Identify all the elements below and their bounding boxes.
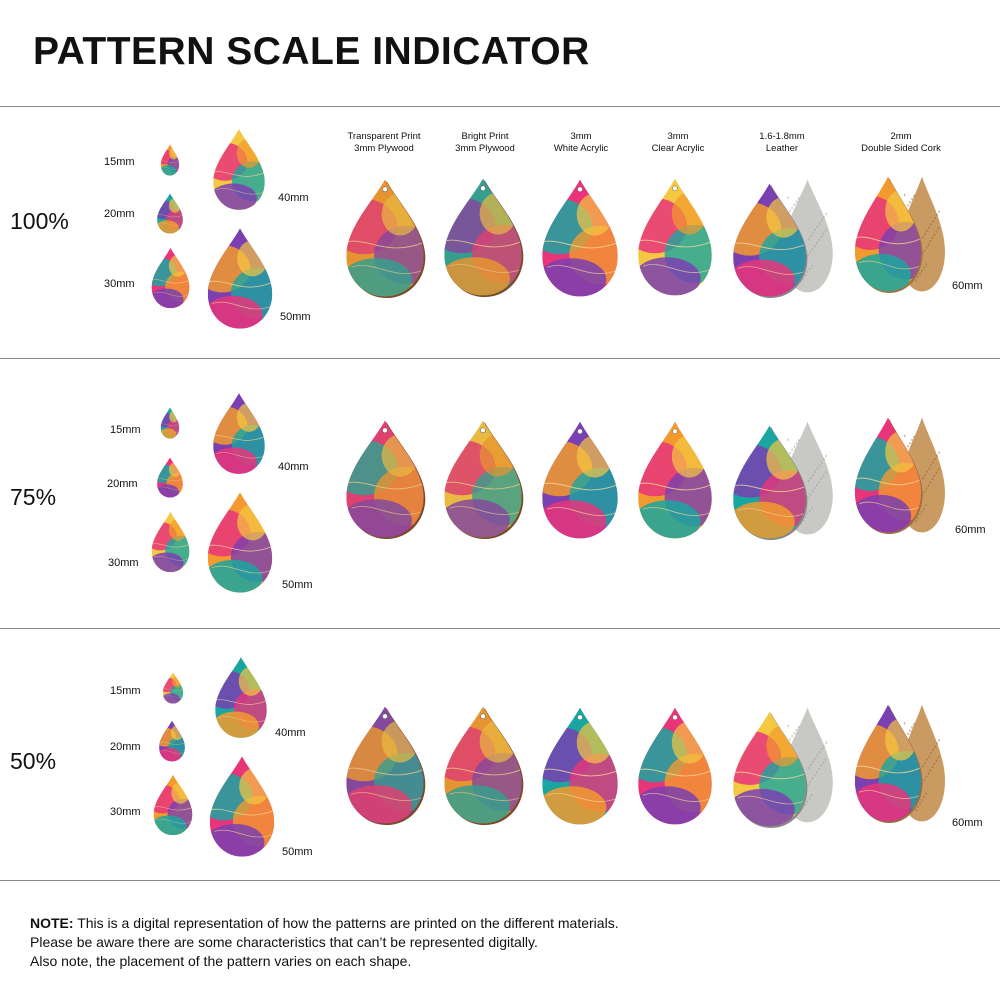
- size-label: 50mm: [282, 579, 313, 591]
- material-sample-plywood-bright: [441, 705, 525, 825]
- material-label: 1.6-1.8mm Leather: [759, 131, 805, 154]
- size-label: 15mm: [110, 685, 141, 697]
- material-sample-cork: [852, 703, 952, 827]
- size-label: 40mm: [278, 192, 309, 204]
- material-sample-cork: [852, 416, 952, 538]
- material-sample-plywood-transparent: [343, 178, 427, 298]
- material-label: Transparent Print 3mm Plywood: [347, 131, 421, 154]
- material-sample-plywood-bright: [441, 177, 525, 297]
- material-label: 3mm Clear Acrylic: [651, 131, 705, 154]
- material-sample-leather: [730, 706, 840, 828]
- material-sample-plywood-transparent: [343, 705, 427, 825]
- teardrop-sample: [207, 755, 277, 858]
- teardrop-sample: [152, 774, 194, 836]
- size-label: 40mm: [278, 461, 309, 473]
- material-sample-clear-acrylic: [635, 706, 715, 826]
- scale-label: 75%: [10, 484, 57, 510]
- teardrop-sample: [156, 193, 184, 234]
- teardrop-sample: [205, 491, 275, 594]
- size-label: 50mm: [282, 846, 313, 858]
- material-sample-white-acrylic: [539, 178, 621, 298]
- size-label: 20mm: [110, 741, 141, 753]
- material-sample-plywood-bright: [441, 419, 525, 539]
- material-sample-leather: [730, 420, 840, 540]
- teardrop-sample: [205, 227, 275, 330]
- size-label: 15mm: [110, 424, 141, 436]
- size-label: 60mm: [952, 280, 983, 292]
- scale-label: 100%: [10, 208, 69, 234]
- size-label: 60mm: [952, 817, 983, 829]
- teardrop-sample: [160, 144, 180, 176]
- teardrop-sample: [213, 656, 269, 739]
- divider: [0, 106, 1000, 107]
- note-text: NOTE: This is a digital representation o…: [30, 915, 619, 969]
- size-label: 30mm: [110, 806, 141, 818]
- teardrop-sample: [150, 511, 191, 573]
- divider: [0, 628, 1000, 629]
- size-label: 20mm: [107, 478, 138, 490]
- note-label: NOTE:: [30, 915, 74, 931]
- divider: [0, 358, 1000, 359]
- teardrop-sample: [211, 128, 267, 211]
- size-label: 30mm: [108, 557, 139, 569]
- page-title: PATTERN SCALE INDICATOR: [33, 30, 590, 73]
- material-sample-clear-acrylic: [635, 420, 715, 540]
- material-sample-white-acrylic: [539, 420, 621, 540]
- teardrop-sample: [158, 720, 186, 762]
- material-label: 3mm White Acrylic: [553, 131, 609, 154]
- teardrop-sample: [156, 457, 184, 498]
- material-sample-cork: [852, 175, 952, 297]
- teardrop-sample: [211, 392, 267, 475]
- material-sample-clear-acrylic: [635, 177, 715, 297]
- material-sample-plywood-transparent: [343, 419, 427, 539]
- material-label: Bright Print 3mm Plywood: [455, 131, 515, 154]
- size-label: 20mm: [104, 208, 135, 220]
- size-label: 40mm: [275, 727, 306, 739]
- size-label: 30mm: [104, 278, 135, 290]
- material-label: 2mm Double Sided Cork: [861, 131, 941, 154]
- teardrop-sample: [162, 672, 184, 704]
- teardrop-sample: [160, 407, 180, 439]
- size-label: 50mm: [280, 311, 311, 323]
- teardrop-sample: [150, 247, 191, 309]
- material-sample-leather: [730, 178, 840, 298]
- size-label: 60mm: [955, 524, 986, 536]
- scale-label: 50%: [10, 748, 57, 774]
- size-label: 15mm: [104, 156, 135, 168]
- material-sample-white-acrylic: [539, 706, 621, 826]
- divider: [0, 880, 1000, 881]
